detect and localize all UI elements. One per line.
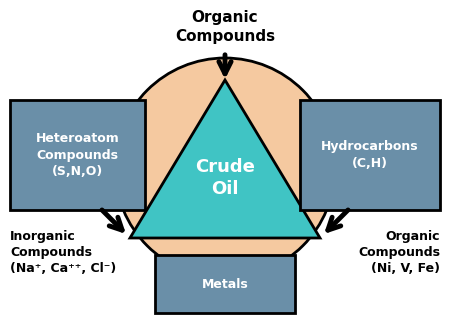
- Text: Crude
Oil: Crude Oil: [195, 158, 255, 198]
- FancyBboxPatch shape: [155, 255, 295, 313]
- Text: Heteroatom
Compounds
(S,N,O): Heteroatom Compounds (S,N,O): [36, 132, 119, 178]
- Polygon shape: [130, 80, 320, 238]
- Text: Inorganic
Compounds
(Na⁺, Ca⁺⁺, Cl⁻): Inorganic Compounds (Na⁺, Ca⁺⁺, Cl⁻): [10, 230, 116, 275]
- Circle shape: [115, 58, 335, 278]
- Text: Hydrocarbons
(C,H): Hydrocarbons (C,H): [321, 140, 419, 170]
- Text: Organic
Compounds
(Ni, V, Fe): Organic Compounds (Ni, V, Fe): [358, 230, 440, 275]
- FancyBboxPatch shape: [300, 100, 440, 210]
- FancyBboxPatch shape: [10, 100, 145, 210]
- Text: Metals: Metals: [202, 277, 248, 290]
- Text: Organic
Compounds: Organic Compounds: [175, 10, 275, 44]
